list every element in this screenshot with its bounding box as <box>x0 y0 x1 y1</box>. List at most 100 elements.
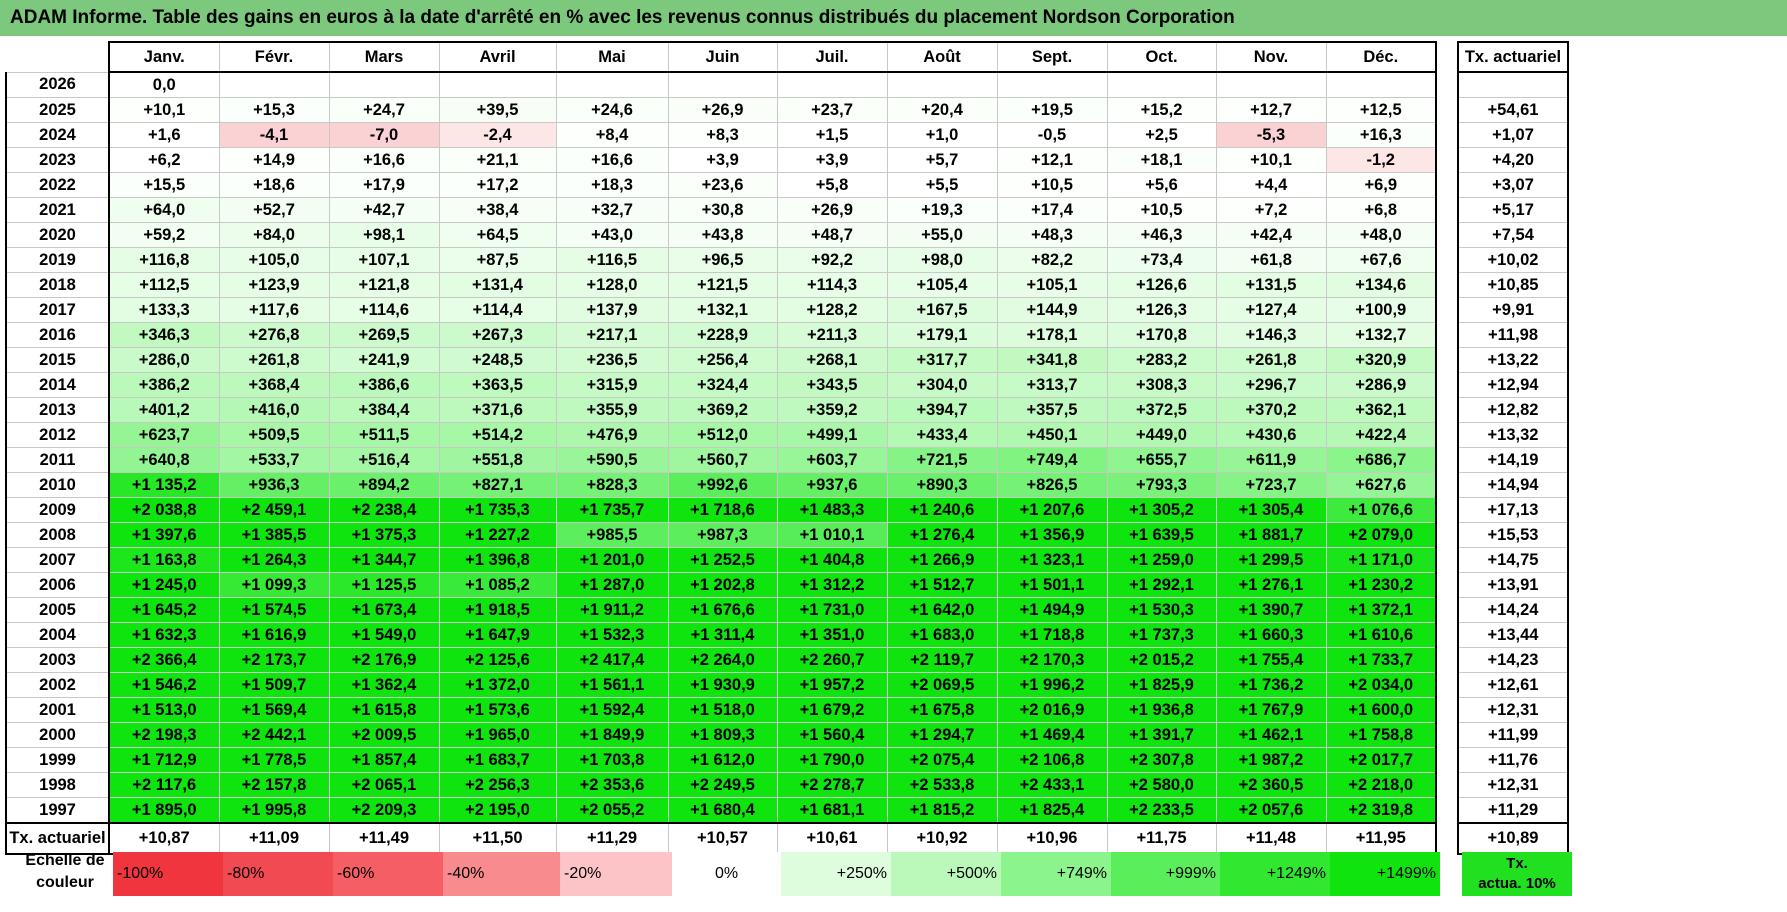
annual-rate-cell: +10,02 <box>1457 247 1569 273</box>
value-cell: +2 307,8 <box>1106 747 1217 773</box>
value-cell: +2 079,0 <box>1325 522 1437 548</box>
month-header-aug: Août <box>886 41 998 73</box>
value-cell: +686,7 <box>1325 447 1437 473</box>
value-cell: +1 647,9 <box>438 622 557 648</box>
gap-cell <box>1436 72 1458 98</box>
value-cell: +2 065,1 <box>328 772 440 798</box>
value-cell: +1 391,7 <box>1106 722 1217 748</box>
value-cell: +2 075,4 <box>886 747 998 773</box>
value-cell: +126,6 <box>1106 272 1217 298</box>
value-cell: +1 163,8 <box>108 547 220 573</box>
year-cell: 2006 <box>5 572 110 598</box>
footer-rate-cell: +10,61 <box>776 822 888 855</box>
gap-cell <box>1436 697 1458 723</box>
annual-rate-cell: +12,82 <box>1457 397 1569 423</box>
value-cell: +315,9 <box>555 372 669 398</box>
value-cell: +48,0 <box>1325 222 1437 248</box>
value-cell <box>776 71 888 98</box>
year-cell: 2001 <box>5 697 110 723</box>
value-cell: +64,0 <box>108 197 220 223</box>
value-cell: +73,4 <box>1106 247 1217 273</box>
gap-cell <box>1436 272 1458 298</box>
value-cell: +1 809,3 <box>667 722 778 748</box>
value-cell: +1 735,3 <box>438 497 557 523</box>
year-cell: 1997 <box>5 797 110 824</box>
value-cell: +6,8 <box>1325 197 1437 223</box>
value-cell: +16,6 <box>555 147 669 173</box>
value-cell: +26,9 <box>776 197 888 223</box>
year-cell: 2011 <box>5 447 110 473</box>
value-cell: +92,2 <box>776 247 888 273</box>
value-cell: +18,6 <box>218 172 330 198</box>
value-cell: +560,7 <box>667 447 778 473</box>
gap-cell <box>1436 772 1458 798</box>
month-header-apr: Avril <box>438 41 557 73</box>
value-cell: +1 930,9 <box>667 672 778 698</box>
annual-rate-cell: +12,94 <box>1457 372 1569 398</box>
value-cell: +723,7 <box>1215 472 1327 498</box>
value-cell: +1 344,7 <box>328 547 440 573</box>
value-cell: +1 305,4 <box>1215 497 1327 523</box>
gap-cell <box>1436 197 1458 223</box>
value-cell: +21,1 <box>438 147 557 173</box>
value-cell: +749,4 <box>996 447 1108 473</box>
value-cell: +433,4 <box>886 422 998 448</box>
value-cell: +121,5 <box>667 272 778 298</box>
month-header-nov: Nov. <box>1215 41 1327 73</box>
footer-rate-cell: +11,29 <box>555 822 669 855</box>
value-cell: +16,3 <box>1325 122 1437 148</box>
year-cell: 2003 <box>5 647 110 673</box>
value-cell: +6,9 <box>1325 172 1437 198</box>
value-cell: +1 294,7 <box>886 722 998 748</box>
value-cell: +256,4 <box>667 347 778 373</box>
value-cell: +1 681,1 <box>776 797 888 824</box>
table-row: 2011 +640,8 +533,7 +516,4 +551,8 +590,5 +560,7… <box>5 447 1569 473</box>
value-cell <box>218 71 330 98</box>
value-cell: +296,7 <box>1215 372 1327 398</box>
value-cell: +1 462,1 <box>1215 722 1327 748</box>
value-cell: +1 372,0 <box>438 672 557 698</box>
value-cell: +107,1 <box>328 247 440 273</box>
table-row: 1999 +1 712,9 +1 778,5 +1 857,4 +1 683,7 +1 7… <box>5 747 1569 773</box>
value-cell: +5,8 <box>776 172 888 198</box>
value-cell: +1 245,0 <box>108 572 220 598</box>
report-title: ADAM Informe. Table des gains en euros à… <box>0 0 1787 36</box>
value-cell: +1 675,8 <box>886 697 998 723</box>
value-cell: +357,5 <box>996 397 1108 423</box>
value-cell: +18,1 <box>1106 147 1217 173</box>
value-cell <box>438 71 557 98</box>
value-cell: +1 735,7 <box>555 497 669 523</box>
year-cell: 2018 <box>5 272 110 298</box>
annual-header: Tx. actuariel <box>1457 41 1569 73</box>
scale-label-line2: couleur <box>36 874 94 891</box>
value-cell: +1 560,4 <box>776 722 888 748</box>
value-cell: +1 469,4 <box>996 722 1108 748</box>
value-cell: +1 561,1 <box>555 672 669 698</box>
scale-annual-swatch: Tx. actua. 10% <box>1462 852 1572 896</box>
value-cell: +8,3 <box>667 122 778 148</box>
value-cell <box>886 71 998 98</box>
year-cell: 2008 <box>5 522 110 548</box>
value-cell: +1 718,6 <box>667 497 778 523</box>
year-cell: 2013 <box>5 397 110 423</box>
value-cell: +2 176,9 <box>328 647 440 673</box>
table-row: 2014 +386,2 +368,4 +386,6 +363,5 +315,9 +324,4… <box>5 372 1569 398</box>
scale-step: +1499% <box>1330 852 1440 896</box>
value-cell: +1 125,5 <box>328 572 440 598</box>
value-cell: +1 758,8 <box>1325 722 1437 748</box>
value-cell: +116,8 <box>108 247 220 273</box>
value-cell: +1 767,9 <box>1215 697 1327 723</box>
annual-rate-cell: +54,61 <box>1457 97 1569 123</box>
value-cell <box>1215 71 1327 98</box>
value-cell: +2 119,7 <box>886 647 998 673</box>
value-cell: +1 276,1 <box>1215 572 1327 598</box>
value-cell: +17,4 <box>996 197 1108 223</box>
value-cell: +1 731,0 <box>776 597 888 623</box>
value-cell: +5,7 <box>886 147 998 173</box>
annual-rate-cell: +13,91 <box>1457 572 1569 598</box>
value-cell: +2 278,7 <box>776 772 888 798</box>
value-cell: +1 266,9 <box>886 547 998 573</box>
value-cell: +386,2 <box>108 372 220 398</box>
value-cell: +1 957,2 <box>776 672 888 698</box>
annual-rate-cell: +14,24 <box>1457 597 1569 623</box>
